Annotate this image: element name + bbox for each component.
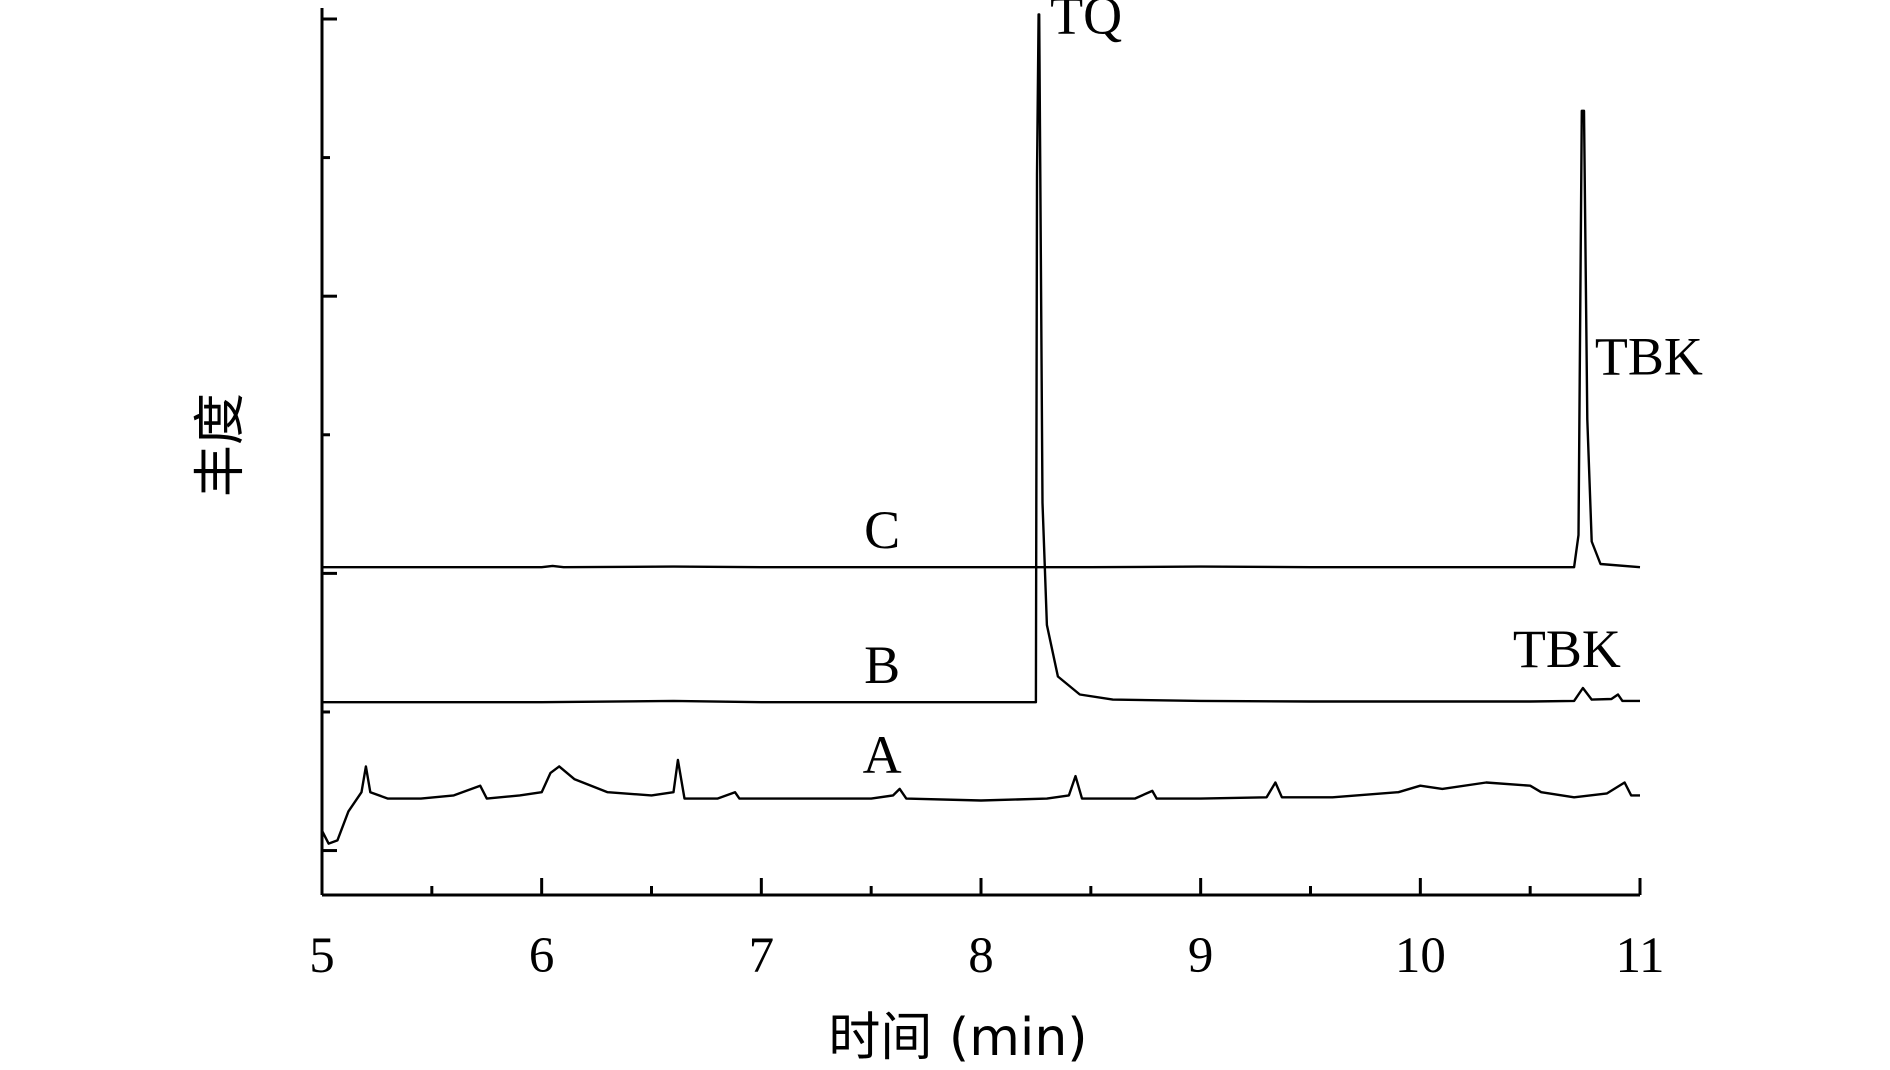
x-axis-title: 时间 (min) [828,1008,1087,1068]
x-tick-label: 10 [1395,928,1446,984]
trace-b [322,13,1640,704]
annotation-a: A [863,725,902,785]
annotation-c: C [864,500,900,560]
x-tick-label: 8 [968,928,994,984]
x-axis-ticks: 5 6 7 8 9 10 11 [309,878,1665,984]
x-tick-label: 6 [529,928,555,984]
x-tick-label: 7 [749,928,775,984]
annotation-b: B [864,635,900,695]
traces [320,13,1641,845]
x-tick-label: 5 [309,928,335,984]
trace-c [322,109,1641,569]
x-tick-label: 9 [1188,928,1214,984]
annotation-tbk: TBK [1513,619,1621,679]
annotation-tq: TQ [1050,0,1122,46]
axes [320,8,1640,897]
x-tick-label: 11 [1615,928,1664,984]
y-axis-title: 丰度 [191,393,251,497]
trace-a [320,758,1640,845]
trace-annotations: TQ TBK TBK C BA [863,0,1703,785]
y-axis-ticks [322,17,337,853]
annotation-tbk: TBK [1595,326,1703,386]
